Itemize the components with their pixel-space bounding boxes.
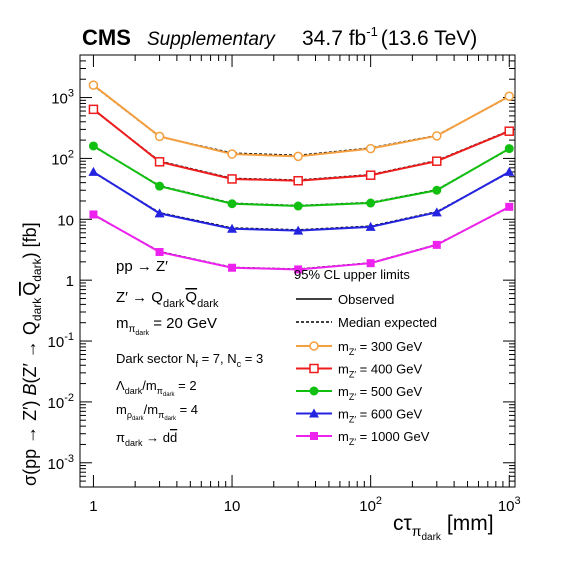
legend-label: mZ′ = 300 GeV (338, 339, 422, 357)
legend-entry: mZ′ = 1000 GeV (296, 429, 430, 447)
plot-frame (79, 54, 516, 488)
data-point (155, 248, 164, 257)
series-400-gev (88, 104, 515, 186)
data-point (293, 225, 304, 235)
legend-swatch-marker (309, 363, 319, 374)
data-point (432, 185, 442, 195)
data-point (431, 207, 442, 217)
dark-sector-label: Dark sector Nf = 7, Nc = 3 (116, 351, 263, 369)
x-tick-label: 103 (498, 495, 521, 515)
legend-label: mZ′ = 1000 GeV (338, 429, 430, 447)
axes: 1 10 102 103 10-3 10-2 10-1 1 10 102 103 (48, 54, 521, 515)
legend-swatch-marker (309, 386, 319, 396)
y-tick-label: 1 (66, 273, 74, 290)
y-tick-label: 10-3 (48, 453, 74, 473)
data-point (227, 149, 237, 159)
data-point (154, 157, 165, 167)
data-point (366, 198, 376, 208)
legend-series: mZ′ = 300 GeV mZ′ = 400 GeV mZ′ = 500 GeV m… (296, 339, 430, 447)
series-500-gev (88, 141, 514, 211)
expected-line (92, 109, 510, 181)
y-tick-label: 10 (57, 212, 74, 229)
legend-label: mZ′ = 400 GeV (338, 362, 422, 380)
data-point (365, 170, 376, 180)
data-point (227, 174, 237, 184)
legend-observed-label: Observed (338, 292, 394, 307)
x-tick-label: 102 (359, 495, 382, 515)
cms-label: CMS (82, 25, 131, 50)
legend-label: mZ′ = 600 GeV (338, 407, 422, 425)
data-point (88, 166, 99, 176)
data-point (504, 126, 515, 136)
legend-swatch-marker (309, 341, 319, 351)
legend: 95% CL upper limits Observed Median expe… (294, 267, 437, 447)
legend-header: 95% CL upper limits (294, 267, 410, 282)
data-point (88, 104, 99, 115)
x-axis-label: cτπdark[mm] (393, 512, 494, 543)
data-point (89, 210, 98, 219)
data-point (432, 131, 442, 141)
data-point (293, 151, 303, 162)
data-point (227, 199, 237, 209)
data-point (504, 91, 515, 102)
series-300-gev (88, 80, 515, 162)
lumi-label: 34.7 fb-1 (13.6 TeV) (302, 24, 477, 50)
data-point (154, 208, 165, 218)
data-point (88, 80, 99, 90)
legend-entry: mZ′ = 300 GeV (296, 339, 422, 357)
data-point (366, 259, 375, 268)
data-point (294, 265, 303, 274)
data-point (154, 131, 165, 142)
data-point (432, 156, 442, 166)
y-axis-label: σ(pp → Z′) B(Z′ → QdarkQdark) [fb] (20, 222, 44, 486)
pion-decay-label: πdark → dd (116, 430, 177, 448)
data-point (505, 202, 514, 211)
data-point (365, 221, 376, 231)
observed-line (92, 84, 510, 158)
data-point (155, 181, 165, 191)
x-tick-label: 10 (224, 498, 241, 515)
series-1000-gev (89, 202, 514, 274)
data-point (504, 166, 515, 176)
legend-swatch-marker (309, 408, 319, 418)
supplementary-label: Supplementary (147, 29, 276, 50)
data-point (88, 141, 98, 151)
legend-entry: mZ′ = 600 GeV (296, 407, 422, 425)
decay-label: Z′ → QdarkQdark (116, 289, 219, 310)
series-600-gev (88, 166, 515, 235)
legend-entry: mZ′ = 400 GeV (296, 362, 422, 380)
data-point (504, 144, 514, 154)
data-point (432, 240, 441, 249)
process-label: pp → Z′ (116, 258, 168, 275)
x-tick-label: 1 (89, 498, 97, 515)
y-tick-label: 10-2 (48, 392, 74, 412)
y-tick-label: 102 (51, 148, 74, 168)
series-layer (88, 80, 515, 274)
data-point (293, 201, 303, 211)
legend-swatch-marker (310, 432, 318, 440)
rho-ratio-label: mρdark/mπdark = 4 (116, 402, 198, 422)
data-point (293, 175, 303, 186)
y-tick-label: 10-1 (48, 331, 74, 351)
lambda-ratio-label: Λdark/mπdark = 2 (116, 378, 197, 398)
data-point (228, 263, 237, 272)
legend-expected-label: Median expected (338, 315, 437, 330)
legend-label: mZ′ = 500 GeV (338, 384, 422, 402)
data-point (227, 223, 238, 233)
legend-entry: mZ′ = 500 GeV (296, 384, 422, 402)
observed-line (92, 108, 510, 182)
data-point (365, 143, 376, 154)
mass-label: mπdark = 20 GeV (116, 315, 217, 337)
expected-line (92, 84, 510, 157)
y-tick-label: 103 (51, 88, 74, 108)
